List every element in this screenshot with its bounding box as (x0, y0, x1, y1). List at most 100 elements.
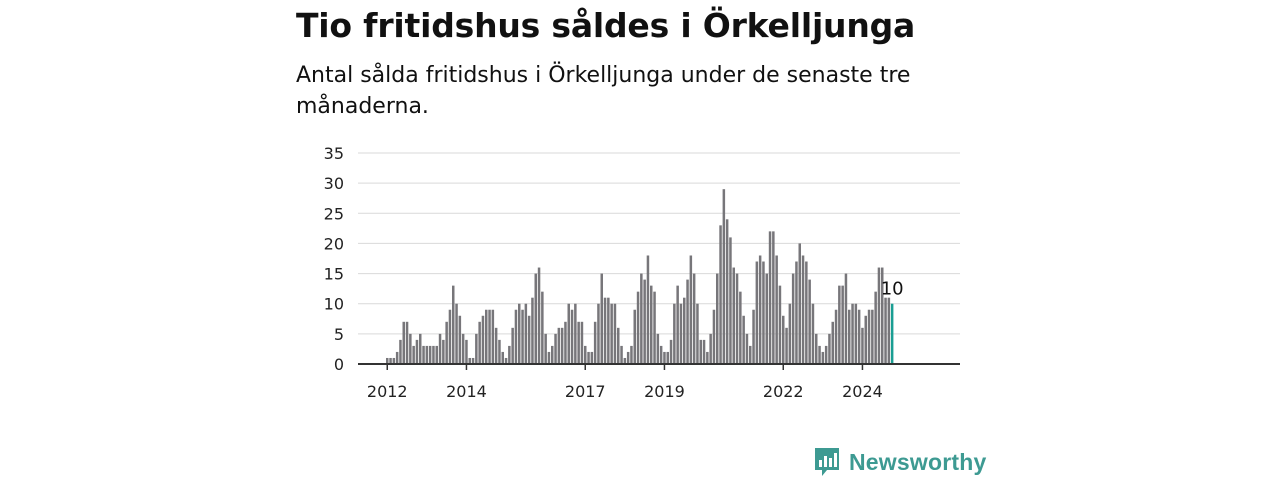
y-tick-label: 5 (334, 325, 344, 344)
bar (871, 309, 874, 364)
bar (584, 345, 587, 364)
bar (491, 309, 495, 364)
bar (857, 309, 861, 364)
bar (739, 291, 742, 364)
bar (877, 267, 881, 364)
bar (597, 303, 600, 364)
bar (765, 273, 768, 364)
bar (666, 351, 669, 364)
bar (580, 321, 584, 364)
bar (448, 309, 452, 364)
bar (488, 309, 491, 364)
bar (706, 351, 709, 364)
bar (458, 315, 462, 364)
bar (742, 315, 745, 364)
bar (600, 273, 603, 364)
bar (768, 231, 772, 364)
bar (669, 339, 673, 364)
bar (795, 261, 798, 364)
bar (841, 285, 844, 364)
bar (564, 321, 567, 364)
bar (722, 189, 726, 364)
bar (613, 303, 617, 364)
bar (485, 309, 488, 364)
bar (828, 333, 831, 364)
bar (419, 333, 422, 364)
bar (455, 303, 458, 364)
bar (881, 267, 884, 364)
highlight-value-label: 10 (881, 279, 904, 300)
bar (861, 327, 864, 364)
bar (811, 303, 815, 364)
bar (617, 327, 620, 364)
bar (607, 297, 610, 364)
bar (432, 345, 435, 364)
bar (603, 297, 607, 364)
bar (844, 273, 848, 364)
bar (425, 345, 429, 364)
bar (673, 303, 676, 364)
bar (415, 339, 419, 364)
bar (541, 291, 544, 364)
bar (646, 255, 650, 364)
bar (778, 285, 782, 364)
bar (504, 357, 508, 364)
bar (729, 237, 732, 364)
bar (818, 345, 821, 364)
bar (478, 321, 481, 364)
bar (412, 345, 415, 364)
y-tick-label: 30 (324, 174, 344, 193)
bar (551, 345, 554, 364)
bar (577, 321, 580, 364)
bar (521, 309, 524, 364)
bar (712, 309, 716, 364)
bar (567, 303, 570, 364)
bar (663, 351, 666, 364)
bar (557, 327, 561, 364)
bar (481, 315, 485, 364)
bar (788, 303, 792, 364)
bar (392, 357, 396, 364)
newsworthy-logo-icon (815, 448, 839, 476)
gridlines (358, 152, 960, 335)
bar (749, 345, 752, 364)
bar (752, 309, 755, 364)
bar (762, 261, 765, 364)
bar (402, 321, 405, 364)
bar (386, 357, 389, 364)
bar (791, 273, 795, 364)
bar (650, 285, 653, 364)
bar (554, 333, 557, 364)
bar (531, 297, 534, 364)
bar (808, 279, 811, 364)
bar (498, 339, 501, 364)
y-tick-label: 10 (324, 295, 344, 314)
axes: 0 5 10 15 20 25 30 35 10 2012 2014 2017 2019 2022 2024 (324, 144, 960, 401)
bar (626, 351, 630, 364)
bar (815, 333, 818, 364)
bar (527, 315, 531, 364)
bar (511, 327, 514, 364)
bar (547, 351, 551, 364)
bar (494, 327, 498, 364)
bar (570, 309, 574, 364)
y-tick-label: 35 (324, 144, 344, 163)
bar (805, 261, 808, 364)
chart-subtitle: Antal sålda fritidshus i Örkelljunga und… (296, 63, 911, 119)
bar (798, 243, 801, 364)
bar (544, 333, 547, 364)
bar (405, 321, 409, 364)
newsworthy-brand: Newsworthy (813, 446, 986, 478)
bar (653, 291, 656, 364)
bar (821, 351, 825, 364)
bar (395, 351, 399, 364)
bar-highlight (890, 303, 894, 364)
bar (785, 327, 788, 364)
bar (537, 267, 541, 364)
bar (514, 309, 518, 364)
bar (696, 303, 699, 364)
bar (452, 285, 455, 364)
bar (445, 321, 448, 364)
bar (468, 357, 471, 364)
